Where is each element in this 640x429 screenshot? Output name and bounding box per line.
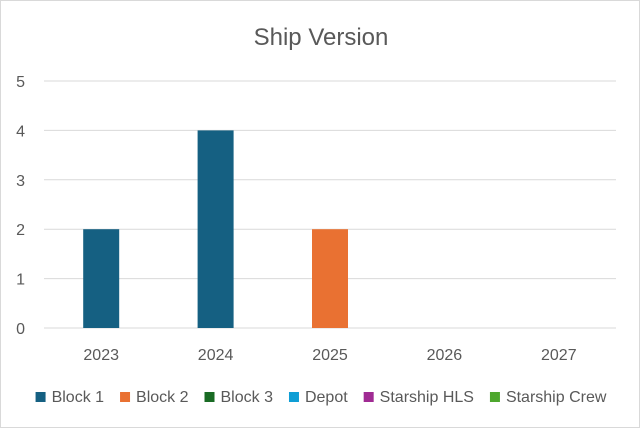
x-tick-label: 2023 — [83, 347, 119, 364]
legend-swatch — [489, 392, 500, 402]
y-tick-label: 0 — [16, 321, 25, 338]
legend-label: Starship Crew — [506, 389, 607, 406]
y-tick-label: 5 — [16, 74, 25, 91]
legend-label: Block 1 — [52, 389, 105, 406]
legend-label: Block 3 — [221, 389, 274, 406]
x-tick-label: 2024 — [198, 347, 234, 364]
bar-block-1-2023 — [83, 229, 120, 328]
y-tick-label: 2 — [16, 222, 25, 239]
chart-title: Ship Version — [254, 24, 389, 51]
legend-item-starship-hls: Starship HLS — [363, 389, 474, 406]
x-tick-label: 2026 — [427, 347, 463, 364]
legend-swatch — [288, 392, 299, 402]
legend-item-starship-crew: Starship Crew — [489, 389, 607, 406]
y-tick-label: 4 — [16, 123, 25, 140]
bar-block-2-2025 — [312, 229, 348, 328]
legend-label: Block 2 — [136, 389, 189, 406]
legend-item-block-2: Block 2 — [120, 389, 189, 406]
legend-item-block-1: Block 1 — [35, 389, 105, 406]
legend-label: Starship HLS — [380, 389, 474, 406]
legend-swatch — [363, 392, 374, 402]
y-tick-label: 3 — [16, 173, 25, 190]
y-axis-ticks: 0 1 2 3 4 5 — [16, 74, 25, 338]
legend-swatch — [204, 392, 215, 402]
bars — [83, 130, 348, 328]
x-tick-label: 2025 — [312, 347, 348, 364]
legend: Block 1 Block 2 Block 3 Depot Starship HLS St… — [35, 389, 607, 406]
bar-block-1-2024 — [197, 130, 234, 328]
y-tick-label: 1 — [16, 272, 25, 289]
x-axis-ticks: 2023 2024 2025 2026 2027 — [83, 347, 576, 364]
legend-swatch — [35, 392, 46, 402]
legend-item-block-3: Block 3 — [204, 389, 274, 406]
legend-swatch — [120, 392, 131, 402]
legend-item-depot: Depot — [288, 389, 348, 406]
x-tick-label: 2027 — [541, 347, 577, 364]
legend-label: Depot — [305, 389, 348, 406]
